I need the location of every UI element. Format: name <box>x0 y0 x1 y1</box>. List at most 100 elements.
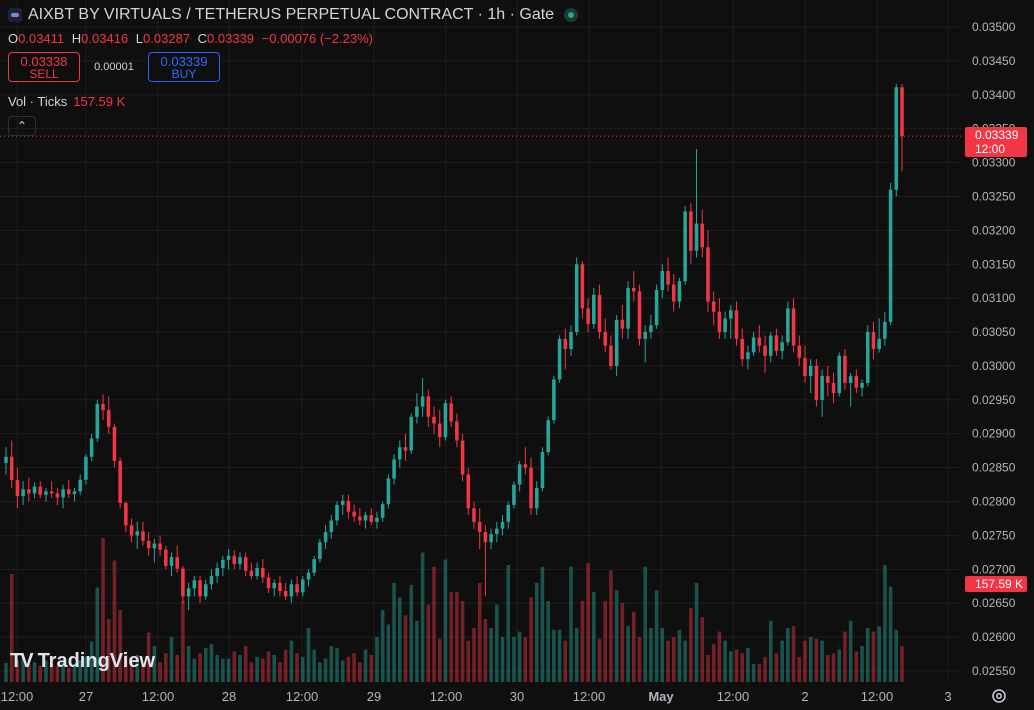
volume-bar <box>340 660 345 682</box>
volume-bar <box>215 655 219 682</box>
open-label: O <box>8 31 19 46</box>
candle <box>300 576 305 597</box>
candle <box>124 501 128 533</box>
volume-bar <box>694 583 699 682</box>
volume-bar <box>15 660 20 682</box>
volume-bar <box>677 629 682 682</box>
candle <box>620 304 625 339</box>
candle <box>894 83 899 197</box>
candle <box>495 521 499 543</box>
volume-bar <box>746 647 750 682</box>
candle <box>312 555 316 577</box>
volume-legend[interactable]: Vol · Ticks 157.59 K <box>8 94 125 109</box>
candle <box>420 378 425 417</box>
volume-bar <box>141 664 145 682</box>
time-tick-label: 12:00 <box>861 689 894 704</box>
volume-bar <box>877 626 881 682</box>
tradingview-logo[interactable]: TV TradingView <box>10 650 155 673</box>
volume-bar <box>226 658 231 682</box>
last-price-value: 0.03339 <box>975 128 1019 142</box>
candle <box>808 359 813 394</box>
volume-label: Vol · Ticks <box>8 94 68 109</box>
settings-icon[interactable] <box>991 688 1007 704</box>
volume-bar <box>261 658 265 682</box>
volume-bar <box>506 565 510 682</box>
candlestick-chart[interactable] <box>0 0 962 682</box>
candle <box>118 457 122 509</box>
volume-bar <box>420 552 425 682</box>
volume-bar <box>614 590 619 682</box>
volume-bar <box>843 631 847 682</box>
symbol-title[interactable]: AIXBT BY VIRTUALS / TETHERUS PERPETUAL C… <box>28 6 555 23</box>
volume-bar <box>243 646 248 682</box>
candle <box>255 562 259 580</box>
candle <box>278 576 282 597</box>
time-axis[interactable]: 12:00 27 12:00 28 12:00 29 12:00 30 12:00 May 12:0… <box>0 682 962 710</box>
sell-button[interactable]: 0.03338 SELL <box>8 52 80 82</box>
volume-bar <box>534 583 539 682</box>
candle <box>797 335 802 366</box>
volume-bar <box>814 638 819 682</box>
candle <box>586 298 590 333</box>
volume-bar <box>808 637 813 682</box>
volume-bar <box>477 583 482 682</box>
candle <box>689 203 693 265</box>
candle <box>751 332 756 356</box>
volume-bar <box>432 566 436 682</box>
volume-bar <box>409 584 413 682</box>
volume-bar <box>146 632 151 682</box>
candle <box>67 479 71 499</box>
tradingview-logo-icon: TV <box>10 650 34 672</box>
volume-bar <box>740 653 744 682</box>
volume-bar <box>386 624 391 682</box>
time-tick-label: 3 <box>944 689 951 704</box>
volume-bar <box>380 610 385 682</box>
volume-bar <box>203 647 208 682</box>
collapse-legend-button[interactable]: ⌃ <box>8 116 36 136</box>
volume-bar <box>671 637 676 682</box>
volume-bar <box>306 628 311 682</box>
candle <box>455 413 459 448</box>
volume-bar <box>791 626 796 682</box>
spread-value: 0.00001 <box>94 61 134 73</box>
volume-bar <box>654 590 659 682</box>
volume-bar <box>689 608 693 682</box>
volume-bar <box>569 566 573 682</box>
volume-bar <box>563 640 568 682</box>
candle <box>4 447 8 475</box>
candle <box>552 376 556 424</box>
volume-bar <box>460 601 465 682</box>
candle <box>723 311 727 339</box>
candle <box>335 501 339 526</box>
buy-button[interactable]: 0.03339 BUY <box>148 52 220 82</box>
price-tick-label: 0.02950 <box>972 393 1016 407</box>
volume-bar <box>774 653 779 682</box>
candle <box>95 399 100 442</box>
candle <box>15 467 20 509</box>
candle <box>221 555 225 577</box>
candle <box>9 440 14 488</box>
chevron-up-icon: ⌃ <box>16 119 28 133</box>
volume-bar <box>323 658 328 682</box>
candle <box>786 301 790 346</box>
candle <box>820 369 824 417</box>
candle <box>580 260 585 319</box>
volume-bar <box>717 631 722 682</box>
candle <box>694 149 699 258</box>
candle <box>226 548 231 570</box>
volume-bar <box>61 662 65 682</box>
candle <box>358 508 362 526</box>
volume-bar <box>249 662 254 682</box>
candle <box>369 508 374 526</box>
volume-bar <box>426 604 431 682</box>
sell-price: 0.03338 <box>20 54 68 69</box>
volume-bar <box>158 662 162 682</box>
candle <box>175 545 179 573</box>
volume-bar <box>592 592 596 682</box>
price-axis[interactable]: 0.035000.034500.034000.033500.033000.032… <box>962 0 1034 682</box>
last-price-tag: 0.03339 12:00 <box>965 127 1027 157</box>
candle <box>529 457 533 516</box>
volume-bar <box>255 656 259 682</box>
time-tick-label: 2 <box>801 689 808 704</box>
bar-countdown: 12:00 <box>975 142 1006 156</box>
